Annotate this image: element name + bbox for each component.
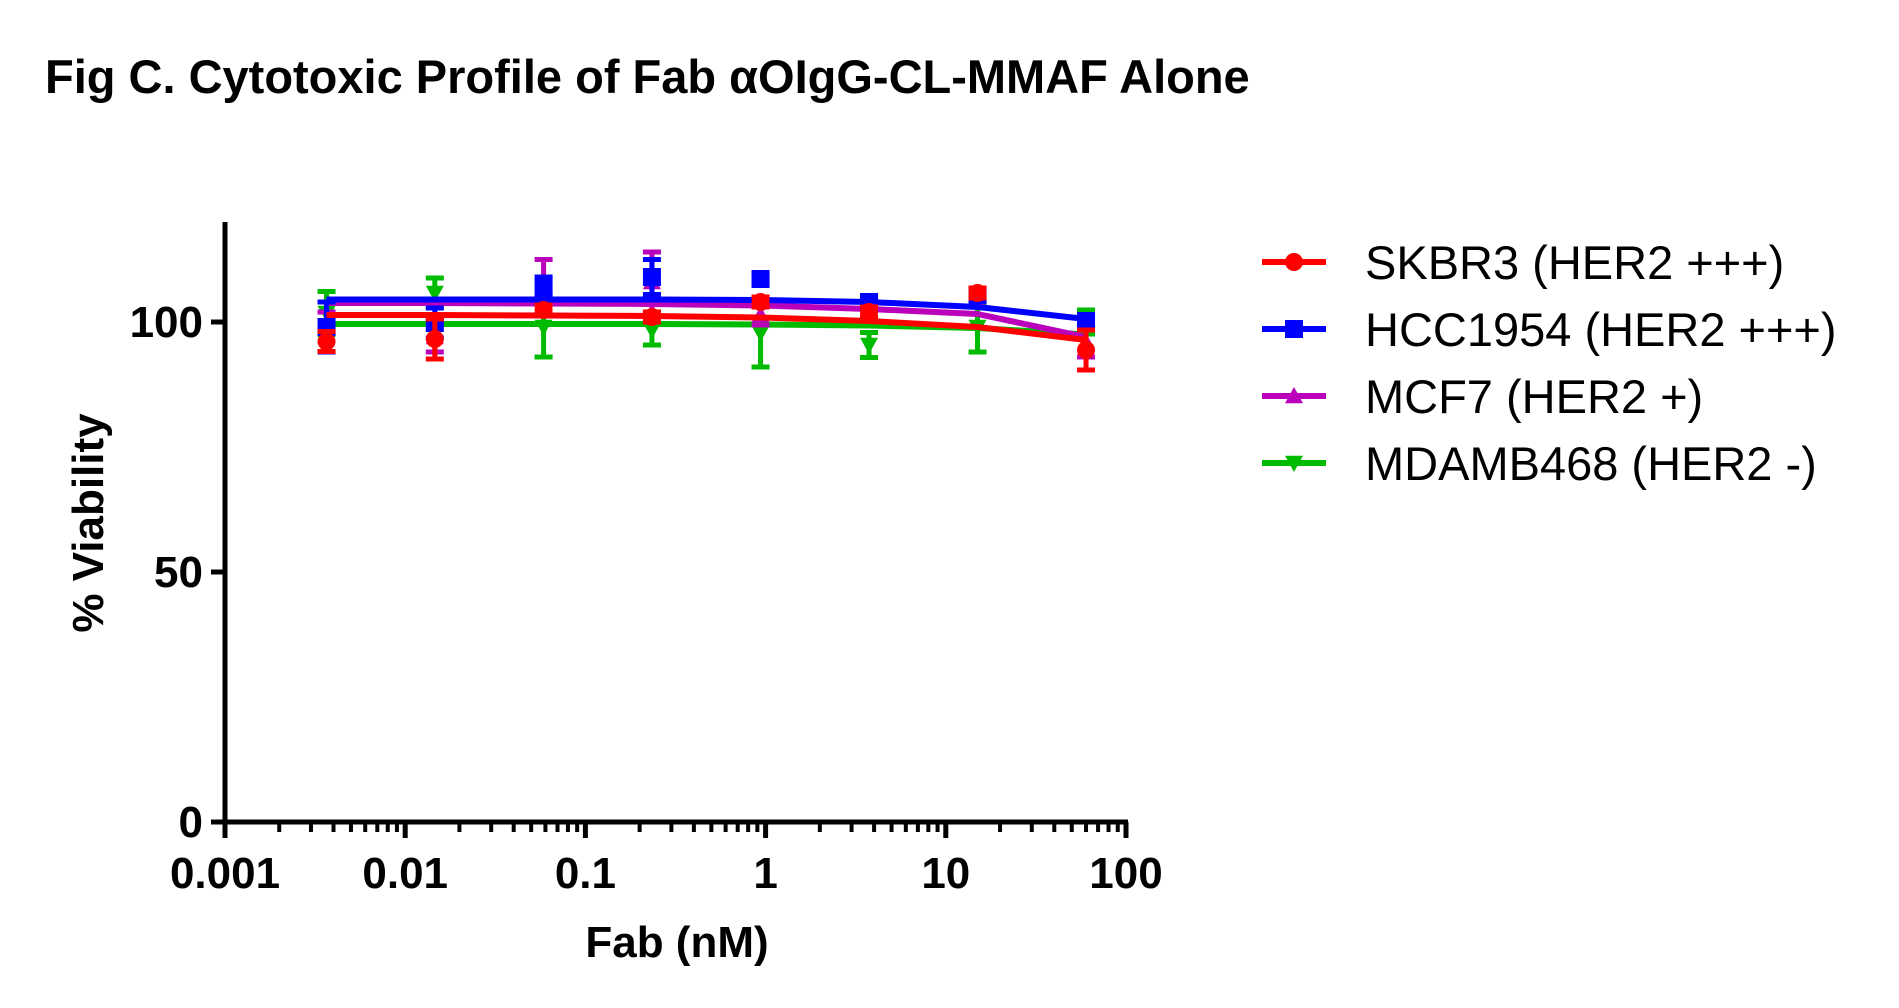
x-tick-label: 10 [921, 849, 970, 898]
legend-item: MCF7 (HER2 +) [1262, 370, 1703, 423]
data-point [425, 285, 444, 302]
legend-label: HCC1954 (HER2 +++) [1365, 303, 1837, 356]
data-point [534, 301, 553, 319]
data-point [534, 278, 553, 296]
fit-curve [326, 312, 1087, 343]
legend-item: MDAMB468 (HER2 -) [1262, 437, 1817, 490]
fit-curve [326, 300, 1087, 340]
data-point [534, 319, 553, 336]
legend-label: MCF7 (HER2 +) [1365, 370, 1703, 423]
data-point [751, 293, 770, 311]
data-point [1077, 341, 1096, 359]
data-point [642, 268, 661, 286]
y-tick-label: 0 [179, 798, 203, 847]
data-point [425, 330, 444, 348]
legend-marker [1285, 387, 1303, 404]
legend-label: SKBR3 (HER2 +++) [1365, 236, 1784, 289]
data-point [642, 322, 661, 339]
legend-item: HCC1954 (HER2 +++) [1262, 303, 1837, 356]
legend-marker [1285, 320, 1303, 338]
legend-item: SKBR3 (HER2 +++) [1262, 236, 1784, 289]
data-point [317, 332, 336, 351]
data-point [1077, 313, 1096, 331]
x-axis-label: Fab (nM) [585, 918, 768, 967]
x-tick-label: 0.001 [170, 849, 280, 898]
x-tick-label: 100 [1089, 849, 1162, 898]
data-point [751, 270, 770, 288]
legend-marker [1285, 455, 1303, 472]
legend-marker [1285, 253, 1303, 271]
y-tick-label: 50 [154, 548, 203, 597]
data-point [642, 308, 661, 326]
x-tick-label: 1 [753, 849, 777, 898]
axes: 0 50 100 0.001 0.01 0.1 1 10 100 [130, 222, 1163, 898]
plot-area [317, 249, 1096, 373]
x-tick-label: 0.01 [362, 849, 448, 898]
x-tick-label: 0.1 [555, 849, 616, 898]
data-point [751, 325, 770, 342]
chart-title: Fig C. Cytotoxic Profile of Fab αOIgG-CL… [45, 50, 1250, 103]
data-point [860, 303, 879, 321]
fit-curve [326, 296, 1087, 322]
y-tick-label: 100 [130, 298, 203, 347]
data-point [968, 284, 987, 302]
data-point [860, 337, 879, 354]
legend: SKBR3 (HER2 +++) HCC1954 (HER2 +++) MCF7 (… [1262, 236, 1837, 490]
legend-label: MDAMB468 (HER2 -) [1365, 437, 1817, 490]
y-axis-label: % Viability [64, 413, 113, 633]
series-0 [317, 284, 1096, 373]
